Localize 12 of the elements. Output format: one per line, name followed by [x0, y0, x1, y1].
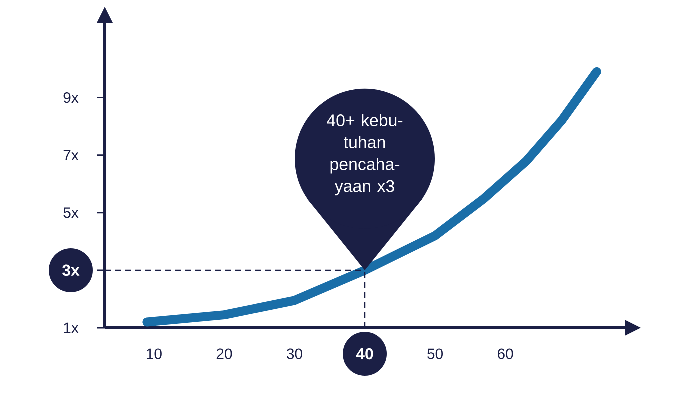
- y-tick-label: 7x: [64, 150, 79, 160]
- x-tick-label: 20: [216, 348, 232, 360]
- x-tick-label: 30: [286, 348, 302, 360]
- annotation: 40+ kebu-tuhan pencaha-yaan x3: [327, 114, 403, 196]
- x-tick-label: 50: [428, 348, 443, 360]
- y-tick-label: 5x: [64, 208, 79, 218]
- y-tick-label: 9x: [64, 92, 79, 104]
- x-tick-label: 10: [147, 348, 162, 360]
- x-tick-label: 60: [498, 348, 514, 360]
- y-tick-label: 3x: [62, 264, 80, 276]
- y-tick-label: 1x: [64, 322, 79, 334]
- x-tick-label: 40: [356, 348, 374, 360]
